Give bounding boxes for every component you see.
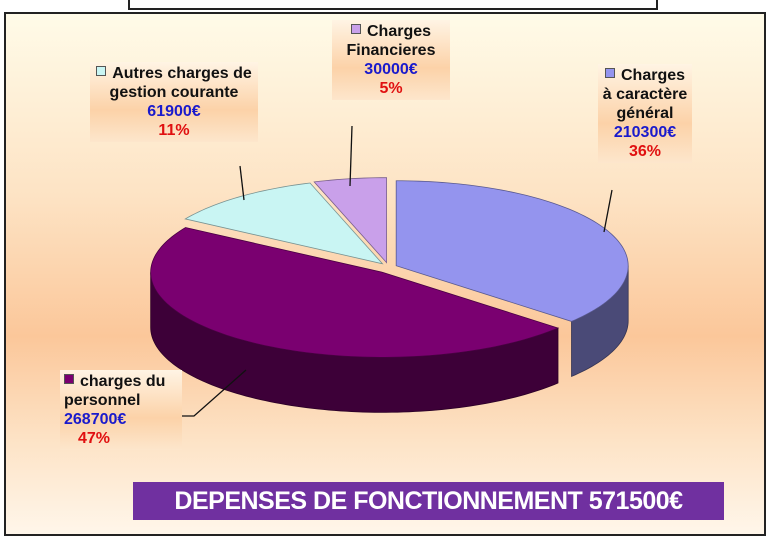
slice <box>150 227 560 358</box>
amount-label: 210300€ <box>613 124 677 141</box>
data-label: Charges Financieres 30000€ 5% <box>332 20 450 100</box>
legend-swatch <box>604 68 615 78</box>
data-label: Autres charges de gestion courante 61900€… <box>90 62 258 142</box>
value-label: 47% <box>78 430 111 447</box>
data-label: charges du personnel 268700€ 47% <box>60 370 182 450</box>
category-label: Charges Financieres <box>346 23 436 59</box>
legend-swatch <box>350 24 361 34</box>
amount-label: 268700€ <box>64 411 127 428</box>
leader-lines <box>182 125 613 417</box>
value-label: 5% <box>379 80 403 97</box>
category-label: Autres charges de gestion courante <box>109 65 252 101</box>
amount-label: 61900€ <box>147 103 201 120</box>
category-label: Charges à caractère général <box>602 67 688 122</box>
legend-entry: Charges Financieres <box>336 22 446 60</box>
value-label: 11% <box>158 122 190 139</box>
legend-entry: Autres charges de gestion courante <box>94 64 254 102</box>
leader-line <box>349 125 353 187</box>
data-label: Charges à caractère général 210300€ 36% <box>598 64 692 163</box>
value-label: 36% <box>628 143 662 160</box>
leader-line <box>182 369 247 417</box>
slice <box>184 182 384 265</box>
leader-line <box>603 189 613 233</box>
legend-swatch <box>64 374 74 384</box>
top-frame <box>128 0 658 10</box>
chart-title: DEPENSES DE FONCTIONNEMENT 571500€ <box>133 482 724 520</box>
amount-label: 30000€ <box>364 61 418 78</box>
leader-line <box>239 165 245 201</box>
slice <box>395 180 629 322</box>
legend-swatch <box>96 66 107 76</box>
legend-entry: charges du personnel <box>64 372 178 410</box>
category-label: charges du personnel <box>64 373 166 409</box>
legend-entry: Charges à caractère général <box>602 66 688 123</box>
